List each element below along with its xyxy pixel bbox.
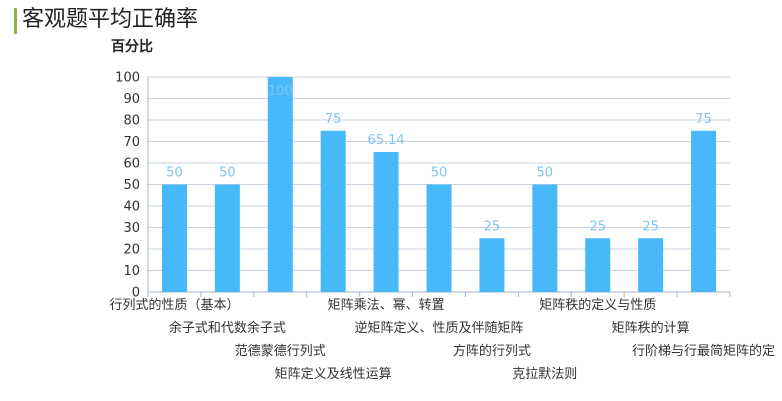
bar bbox=[479, 238, 505, 292]
data-label: 50 bbox=[537, 166, 554, 181]
data-label: 75 bbox=[325, 112, 342, 127]
data-label: 75 bbox=[695, 112, 712, 127]
bar bbox=[373, 151, 399, 292]
bar bbox=[691, 130, 717, 292]
bar bbox=[585, 238, 611, 292]
y-axis-label: 百分比 bbox=[111, 39, 153, 55]
bar bbox=[161, 184, 187, 292]
x-category-label: 余子式和代数余子式 bbox=[169, 320, 286, 336]
bar bbox=[532, 184, 558, 292]
y-tick-label: 0 bbox=[132, 286, 140, 301]
bar bbox=[267, 77, 293, 292]
x-category-label: 矩阵秩的定义与性质 bbox=[539, 297, 656, 313]
y-tick-label: 60 bbox=[123, 157, 140, 172]
bar bbox=[426, 184, 452, 292]
x-category-label: 矩阵乘法、幂、转置 bbox=[328, 298, 445, 313]
x-category-label: 行阶梯与行最简矩阵的定 bbox=[632, 343, 775, 359]
y-tick-label: 80 bbox=[123, 114, 140, 129]
bar bbox=[320, 130, 346, 292]
x-category-label: 方阵的行列式 bbox=[453, 343, 531, 359]
data-label: 25 bbox=[642, 219, 659, 234]
x-category-label: 范德蒙德行列式 bbox=[235, 344, 326, 359]
bar bbox=[638, 238, 664, 292]
title-accent-bar bbox=[14, 8, 17, 34]
data-label: 50 bbox=[166, 166, 183, 181]
y-tick-label: 20 bbox=[123, 243, 140, 258]
y-tick-label: 90 bbox=[123, 92, 140, 107]
data-label: 25 bbox=[484, 219, 501, 234]
y-tick-label: 40 bbox=[123, 200, 140, 215]
page-title: 客观题平均正确率 bbox=[22, 7, 199, 32]
data-label: 50 bbox=[431, 166, 448, 181]
data-label: 100 bbox=[268, 84, 293, 99]
bar bbox=[214, 184, 240, 292]
y-tick-label: 100 bbox=[115, 71, 140, 86]
y-tick-label: 30 bbox=[123, 221, 140, 236]
data-label: 25 bbox=[589, 219, 606, 234]
x-category-label: 行列式的性质（基本） bbox=[109, 297, 239, 313]
x-category-label: 矩阵定义及线性运算 bbox=[275, 367, 392, 382]
y-tick-label: 10 bbox=[123, 264, 140, 279]
data-label: 65.14 bbox=[367, 133, 404, 148]
x-category-label: 克拉默法则 bbox=[512, 366, 577, 382]
x-category-label: 矩阵秩的计算 bbox=[612, 320, 690, 336]
x-category-label: 逆矩阵定义、性质及伴随矩阵 bbox=[354, 320, 523, 336]
y-tick-label: 50 bbox=[123, 178, 140, 193]
y-tick-label: 70 bbox=[123, 135, 140, 150]
data-label: 50 bbox=[219, 166, 236, 181]
